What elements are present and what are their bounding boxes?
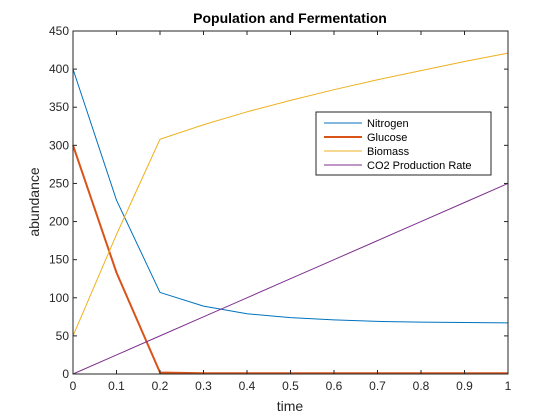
x-tick-label: 0.6: [326, 379, 343, 393]
x-tick-label: 0.2: [152, 379, 169, 393]
x-tick-label: 0.7: [369, 379, 386, 393]
axes-layer: 0 0.1 0.2 0.3 0.4 0.5 0.6 0.7 0.8 0.9 1 0 50 100 150 20…: [49, 24, 512, 393]
y-tick-label: 450: [49, 24, 69, 38]
legend-entry: Biomass: [367, 146, 410, 158]
chart-title: Population and Fermentation: [193, 10, 387, 26]
plot-area: [73, 31, 508, 374]
series-line-0: [72, 68, 509, 324]
legend-entry: Nitrogen: [367, 118, 409, 130]
y-axis-label: abundance: [26, 167, 42, 237]
x-tick-label: 1: [505, 379, 512, 393]
x-tick-label: 0: [70, 379, 77, 393]
series-line-3: [72, 182, 509, 375]
y-tick-label: 300: [49, 138, 69, 152]
x-tick-label: 0.3: [195, 379, 212, 393]
legend-entry: CO2 Production Rate: [367, 160, 472, 172]
y-tick-label: 0: [62, 367, 69, 381]
x-axis-label: time: [277, 398, 304, 414]
x-tick-label: 0.5: [282, 379, 299, 393]
x-tick-label: 0.1: [108, 379, 125, 393]
y-tick-label: 400: [49, 62, 69, 76]
legend-entry: Glucose: [367, 132, 407, 144]
y-tick-label: 150: [49, 253, 69, 267]
x-tick-label: 0.8: [413, 379, 430, 393]
x-tick-label: 0.9: [456, 379, 473, 393]
plot-background: [73, 31, 508, 374]
y-tick-label: 200: [49, 215, 69, 229]
y-tick-label: 250: [49, 176, 69, 190]
y-tick-label: 50: [56, 329, 70, 343]
y-tick-label: 100: [49, 291, 69, 305]
legend: Nitrogen Glucose Biomass CO2 Production Rat…: [315, 111, 492, 176]
y-tick-label: 350: [49, 100, 69, 114]
x-tick-label: 0.4: [239, 379, 256, 393]
series-line-2: [72, 52, 509, 337]
